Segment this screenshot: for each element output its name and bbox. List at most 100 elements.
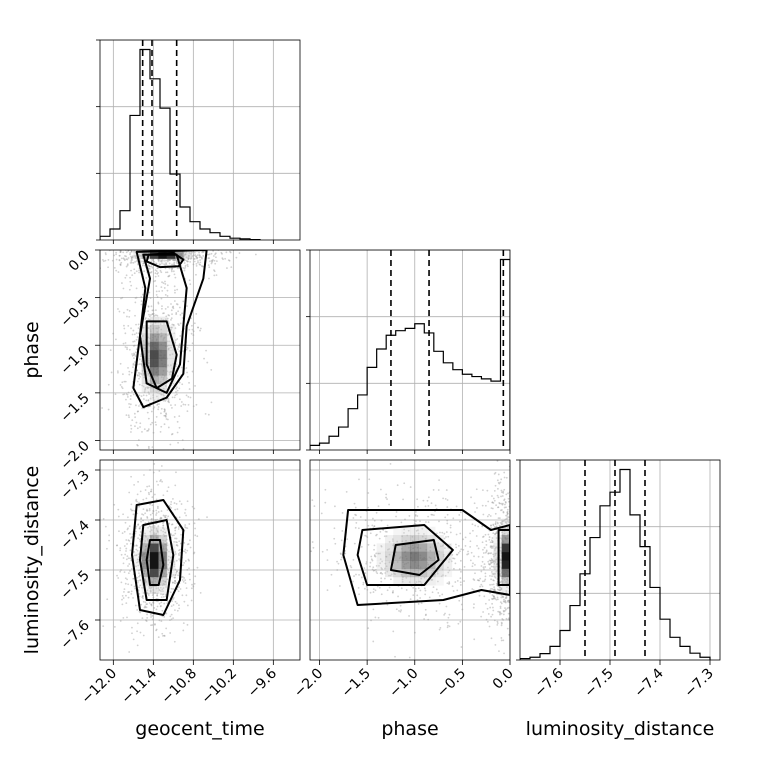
sample-point	[131, 567, 133, 570]
sample-point	[491, 495, 493, 497]
sample-point	[175, 240, 177, 242]
sample-point	[480, 615, 483, 618]
sample-point	[138, 538, 141, 541]
sample-point	[155, 293, 158, 296]
sample-point	[442, 544, 445, 546]
sample-point	[198, 244, 200, 246]
sample-point	[473, 579, 476, 581]
sample-point	[391, 538, 394, 541]
sample-point	[127, 257, 130, 259]
sample-point	[490, 545, 493, 548]
sample-point	[491, 594, 494, 597]
sample-point	[515, 569, 517, 571]
sample-point	[170, 404, 172, 407]
sample-point	[493, 575, 496, 578]
sample-point	[132, 363, 135, 366]
sample-point	[379, 558, 382, 561]
density-cell	[133, 551, 143, 561]
sample-point	[119, 570, 122, 573]
sample-point	[168, 347, 170, 350]
sample-point	[492, 553, 495, 556]
sample-point	[152, 602, 155, 605]
sample-point	[493, 572, 495, 575]
sample-point	[497, 585, 500, 588]
sample-point	[178, 604, 180, 607]
sample-point	[164, 248, 166, 250]
sample-point	[161, 259, 164, 262]
sample-point	[140, 520, 142, 523]
density-cell	[418, 560, 428, 569]
sample-point	[166, 259, 169, 262]
sample-point	[127, 572, 130, 575]
sample-point	[533, 508, 535, 510]
sample-point	[501, 520, 504, 523]
sample-point	[139, 243, 141, 245]
sample-point	[200, 265, 203, 267]
sample-point	[486, 515, 489, 518]
sample-point	[516, 558, 518, 560]
sample-point	[140, 246, 142, 248]
sample-point	[489, 592, 491, 595]
sample-point	[138, 271, 140, 274]
sample-point	[156, 403, 159, 406]
sample-point	[163, 263, 165, 266]
sample-point	[126, 616, 128, 619]
sample-point	[136, 630, 138, 633]
density-cell	[410, 526, 419, 536]
sample-point	[488, 562, 490, 565]
density-cell	[385, 560, 394, 569]
sample-point	[522, 536, 524, 538]
sample-point	[178, 415, 181, 418]
sample-point	[182, 564, 185, 567]
sample-point	[514, 529, 516, 531]
sample-point	[527, 546, 529, 548]
density-cell	[443, 543, 453, 553]
sample-point	[170, 613, 173, 616]
sample-point	[449, 524, 452, 527]
y-tick-label: −1.0	[57, 343, 92, 378]
sample-point	[173, 576, 176, 579]
sample-point	[145, 394, 148, 397]
sample-point	[176, 338, 179, 340]
sample-point	[156, 594, 159, 597]
sample-point	[408, 656, 411, 659]
sample-point	[184, 512, 186, 514]
sample-point	[124, 346, 127, 348]
sample-point	[502, 613, 505, 616]
sample-point	[443, 537, 446, 540]
sample-point	[132, 362, 135, 365]
sample-point	[510, 558, 512, 560]
sample-point	[160, 271, 163, 274]
sample-point	[188, 232, 190, 234]
sample-point	[460, 646, 463, 648]
sample-point	[162, 494, 165, 497]
sample-point	[115, 258, 118, 261]
sample-point	[152, 591, 155, 594]
density-cell	[501, 551, 510, 561]
sample-point	[167, 515, 170, 518]
sample-point	[181, 312, 184, 315]
sample-point	[511, 580, 513, 582]
sample-point	[179, 542, 182, 545]
sample-point	[142, 592, 145, 594]
sample-point	[227, 259, 230, 262]
sample-point	[491, 537, 494, 539]
sample-point	[178, 526, 180, 528]
density-cell	[150, 341, 159, 351]
sample-point	[158, 470, 161, 472]
sample-point	[432, 586, 435, 588]
sample-point	[183, 577, 185, 579]
sample-point	[122, 342, 125, 345]
sample-point	[491, 507, 494, 510]
sample-point	[140, 517, 143, 519]
sample-point	[525, 559, 527, 561]
sample-point	[372, 640, 375, 643]
sample-point	[123, 393, 126, 396]
sample-point	[516, 568, 518, 570]
sample-point	[173, 273, 176, 276]
sample-point	[171, 598, 174, 601]
sample-point	[492, 583, 495, 586]
sample-point	[199, 327, 202, 330]
density-cell	[418, 535, 428, 544]
sample-point	[147, 592, 150, 595]
